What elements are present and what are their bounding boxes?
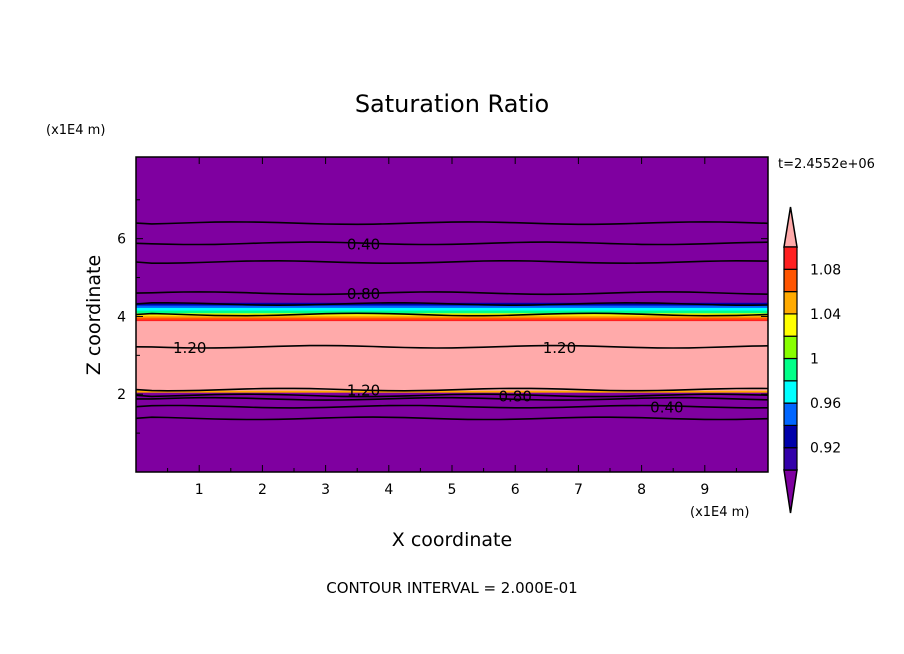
contour-band xyxy=(136,390,768,393)
colorbar-swatch xyxy=(783,447,798,471)
contour-label: 1.20 xyxy=(347,382,380,400)
time-label: t=2.4552e+06 xyxy=(778,157,875,172)
contour-line xyxy=(135,291,769,296)
contour-band xyxy=(136,321,768,392)
contour-line xyxy=(135,241,769,246)
x-axis: 1 2 3 4 5 6 7 8 9 xyxy=(167,157,737,498)
contour-band xyxy=(136,310,768,316)
colorbar-swatch xyxy=(783,402,798,427)
x-tick-label: 3 xyxy=(321,482,330,498)
contour-line xyxy=(135,301,769,307)
contour-line xyxy=(135,259,769,265)
contour-interval-footer: CONTOUR INTERVAL = 2.000E-01 xyxy=(326,579,577,597)
contour-line xyxy=(135,221,769,226)
colorbar-tick-label: 0.96 xyxy=(810,396,841,412)
contour-line xyxy=(135,312,769,317)
y-tick-label: 2 xyxy=(117,387,126,403)
y-axis: 2 4 6 xyxy=(117,199,768,434)
contour-label: 0.40 xyxy=(347,235,380,253)
x-tick-label: 8 xyxy=(637,482,646,498)
contour-label: 0.80 xyxy=(498,387,531,405)
x-tick-label: 4 xyxy=(384,482,393,498)
contour-band xyxy=(136,317,768,322)
colorbar-swatch xyxy=(783,380,798,404)
y-tick-label: 6 xyxy=(117,232,126,248)
colorbar-swatch xyxy=(783,335,798,360)
colorbar-swatch xyxy=(783,357,798,382)
contour-line xyxy=(135,387,769,392)
contour-line xyxy=(135,393,769,398)
contour-band xyxy=(136,319,768,323)
contour-label: 0.80 xyxy=(347,285,380,303)
colorbar-swatch xyxy=(783,313,798,337)
contour-label: 1.20 xyxy=(543,339,576,357)
contour-band xyxy=(136,315,768,320)
x-tick-label: 9 xyxy=(700,482,709,498)
contour-label: 1.20 xyxy=(173,339,206,357)
colorbar-swatch xyxy=(783,424,798,449)
y-unit-label: (x1E4 m) xyxy=(46,123,105,138)
x-tick-label: 7 xyxy=(574,482,583,498)
contour-line xyxy=(135,344,769,349)
colorbar-tick-label: 1.08 xyxy=(810,262,841,278)
x-tick-label: 1 xyxy=(195,482,204,498)
y-tick-label: 4 xyxy=(117,309,126,325)
chart-title: Saturation Ratio xyxy=(355,90,549,118)
y-axis-label: Z coordinate xyxy=(83,255,105,375)
x-tick-label: 2 xyxy=(258,482,267,498)
plot-area: 0.40 0.80 1.20 1.20 1.20 0.80 0.40 xyxy=(135,156,769,473)
contour-label: 0.40 xyxy=(650,399,683,417)
contour-line xyxy=(135,396,769,401)
colorbar-swatch xyxy=(783,291,798,315)
colorbar-under-triangle xyxy=(783,469,798,514)
colorbar-swatch xyxy=(783,268,798,293)
colorbar: 0.92 0.96 1 1.04 1.08 xyxy=(783,206,841,514)
colorbar-over-triangle xyxy=(783,206,798,248)
x-tick-label: 6 xyxy=(511,482,520,498)
colorbar-tick-label: 0.92 xyxy=(810,441,841,457)
contour-line xyxy=(135,404,769,409)
colorbar-tick-label: 1 xyxy=(810,352,819,368)
x-unit-label: (x1E4 m) xyxy=(690,505,749,520)
x-axis-label: X coordinate xyxy=(392,529,512,551)
colorbar-swatch xyxy=(783,246,798,270)
contour-line xyxy=(135,416,769,421)
colorbar-tick-label: 1.04 xyxy=(810,307,841,323)
x-tick-label: 5 xyxy=(448,482,457,498)
